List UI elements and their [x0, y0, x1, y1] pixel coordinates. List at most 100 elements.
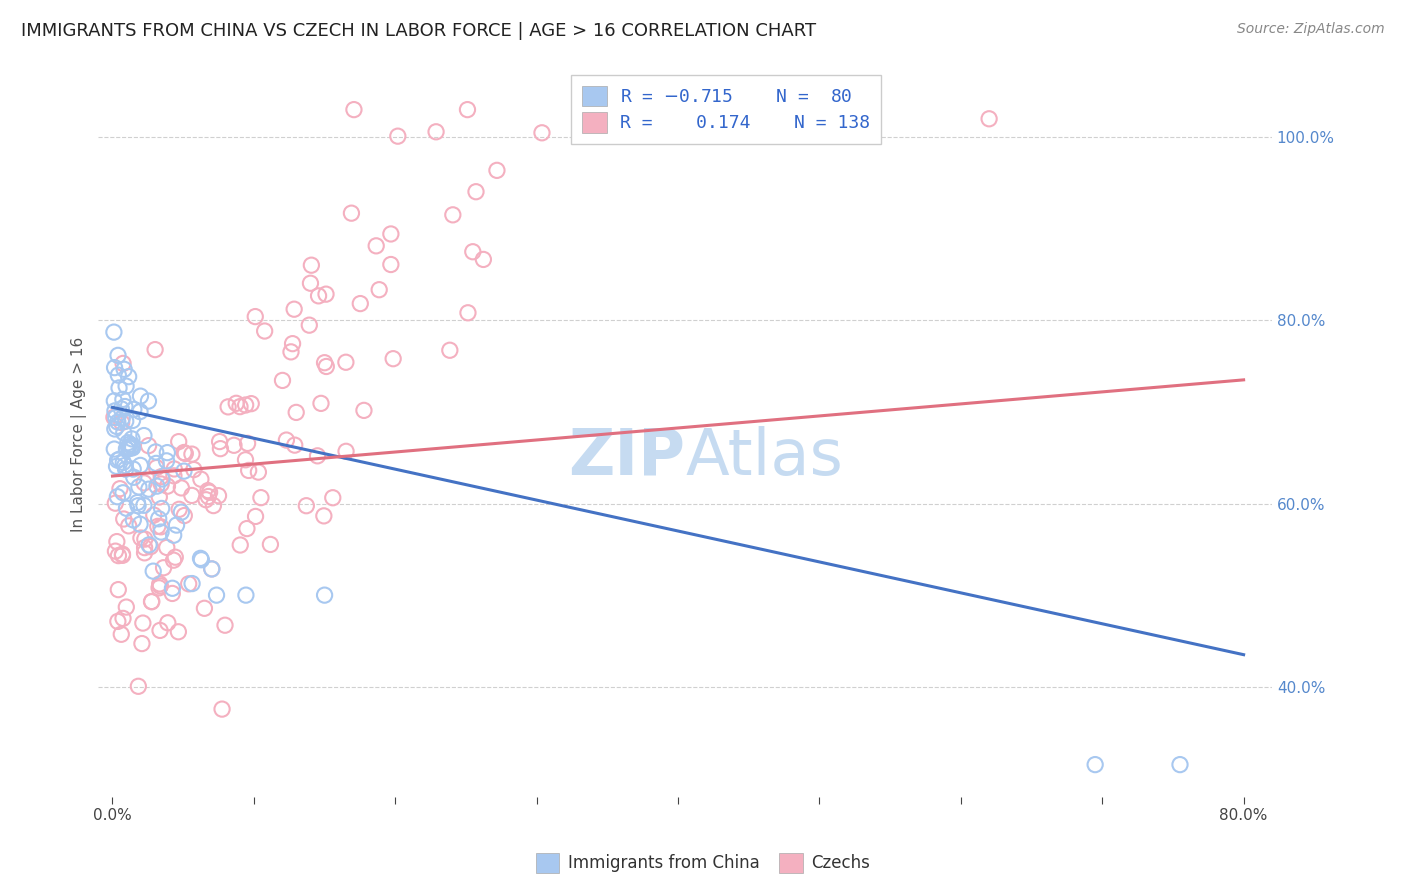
Czechs — [247, 465, 270, 479]
Czechs — [195, 492, 218, 507]
Czechs — [162, 553, 184, 567]
Legend: Immigrants from China, Czechs: Immigrants from China, Czechs — [529, 847, 877, 880]
Text: IMMIGRANTS FROM CHINA VS CZECH IN LABOR FORCE | AGE > 16 CORRELATION CHART: IMMIGRANTS FROM CHINA VS CZECH IN LABOR … — [21, 22, 817, 40]
Immigrants from China — [205, 588, 228, 602]
Czechs — [197, 490, 219, 504]
Czechs — [472, 252, 495, 267]
Czechs — [104, 496, 127, 510]
Czechs — [461, 244, 484, 259]
Czechs — [340, 206, 363, 220]
Czechs — [146, 519, 169, 533]
Czechs — [163, 462, 186, 476]
Czechs — [148, 490, 170, 504]
Czechs — [235, 452, 257, 467]
Immigrants from China — [105, 459, 128, 474]
Czechs — [211, 702, 233, 716]
Czechs — [180, 488, 202, 502]
Czechs — [110, 627, 132, 641]
Immigrants from China — [127, 495, 149, 509]
Czechs — [150, 469, 173, 483]
Czechs — [170, 481, 193, 495]
Immigrants from China — [103, 325, 125, 339]
Czechs — [190, 472, 212, 486]
Immigrants from China — [314, 588, 336, 602]
Text: ZIP: ZIP — [568, 425, 685, 488]
Czechs — [299, 258, 322, 272]
Czechs — [149, 624, 172, 638]
Czechs — [605, 103, 627, 117]
Czechs — [139, 540, 162, 554]
Immigrants from China — [122, 402, 145, 417]
Czechs — [380, 227, 402, 241]
Czechs — [198, 485, 221, 500]
Czechs — [138, 439, 160, 453]
Immigrants from China — [128, 480, 150, 494]
Immigrants from China — [107, 415, 129, 429]
Czechs — [152, 560, 174, 574]
Czechs — [208, 434, 231, 449]
Immigrants from China — [104, 422, 127, 436]
Immigrants from China — [111, 392, 134, 407]
Immigrants from China — [108, 381, 131, 395]
Immigrants from China — [201, 562, 224, 576]
Czechs — [368, 283, 391, 297]
Czechs — [134, 532, 156, 546]
Immigrants from China — [129, 458, 152, 473]
Czechs — [217, 400, 239, 414]
Czechs — [174, 446, 197, 460]
Czechs — [245, 509, 267, 524]
Immigrants from China — [107, 453, 129, 467]
Czechs — [425, 125, 447, 139]
Czechs — [281, 336, 304, 351]
Czechs — [322, 491, 344, 505]
Immigrants from China — [112, 362, 135, 376]
Czechs — [238, 463, 260, 477]
Czechs — [648, 103, 671, 117]
Czechs — [127, 679, 149, 693]
Czechs — [103, 410, 125, 425]
Immigrants from China — [122, 462, 145, 476]
Czechs — [197, 483, 219, 498]
Czechs — [283, 302, 305, 317]
Czechs — [165, 550, 187, 565]
Immigrants from China — [1168, 757, 1191, 772]
Czechs — [240, 397, 263, 411]
Czechs — [658, 103, 681, 117]
Czechs — [209, 442, 232, 456]
Immigrants from China — [155, 454, 177, 468]
Immigrants from China — [107, 348, 129, 362]
Czechs — [456, 103, 478, 117]
Czechs — [163, 468, 186, 483]
Immigrants from China — [114, 400, 136, 414]
Czechs — [702, 103, 724, 117]
Czechs — [314, 356, 336, 370]
Czechs — [111, 549, 134, 563]
Czechs — [225, 396, 247, 410]
Czechs — [167, 502, 190, 516]
Immigrants from China — [1084, 757, 1107, 772]
Immigrants from China — [142, 564, 165, 578]
Immigrants from China — [111, 411, 134, 425]
Czechs — [298, 318, 321, 333]
Czechs — [132, 616, 155, 631]
Czechs — [380, 258, 402, 272]
Immigrants from China — [105, 419, 128, 434]
Immigrants from China — [103, 393, 125, 408]
Immigrants from China — [163, 528, 186, 542]
Czechs — [149, 579, 172, 593]
Czechs — [148, 581, 170, 595]
Czechs — [132, 475, 155, 490]
Czechs — [107, 549, 129, 563]
Czechs — [131, 636, 153, 650]
Czechs — [193, 601, 215, 615]
Immigrants from China — [173, 464, 195, 478]
Czechs — [222, 438, 245, 452]
Immigrants from China — [115, 379, 138, 393]
Czechs — [207, 489, 229, 503]
Immigrants from China — [132, 498, 155, 512]
Immigrants from China — [146, 479, 169, 493]
Czechs — [271, 373, 294, 387]
Czechs — [485, 163, 508, 178]
Czechs — [112, 356, 135, 370]
Czechs — [134, 541, 156, 555]
